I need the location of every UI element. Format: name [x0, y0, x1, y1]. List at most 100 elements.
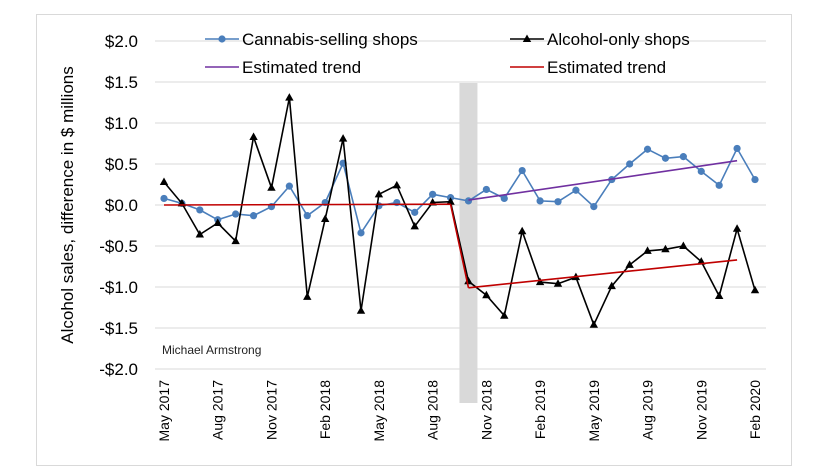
- data-point: [536, 197, 544, 205]
- x-tick-label: Nov 2018: [478, 380, 494, 440]
- data-point: [714, 291, 724, 300]
- legend: Cannabis-selling shops Alcohol-only shops…: [205, 30, 690, 77]
- series-3: [468, 159, 738, 201]
- data-point: [429, 190, 437, 198]
- data-point: [715, 181, 723, 189]
- data-point: [464, 276, 473, 285]
- data-point: [679, 241, 688, 249]
- x-tick-label: Nov 2017: [263, 380, 279, 440]
- y-tick-label: $0.5: [105, 155, 138, 174]
- data-point: [232, 210, 240, 218]
- data-point: [374, 189, 384, 198]
- trend-segment: [468, 159, 738, 201]
- data-point: [482, 290, 491, 299]
- series-4: [163, 203, 738, 289]
- legend-marker: [522, 34, 532, 42]
- data-point: [267, 183, 276, 191]
- x-tick-label: Feb 2018: [317, 380, 333, 439]
- series-line: [163, 97, 756, 327]
- series-line: [163, 146, 756, 235]
- data-point: [159, 177, 169, 186]
- x-tick-label: May 2019: [586, 380, 602, 442]
- data-point: [732, 224, 742, 232]
- y-tick-label: $1.0: [105, 114, 138, 133]
- chart-frame: [36, 14, 792, 466]
- data-point: [392, 180, 402, 189]
- data-point: [697, 167, 705, 175]
- data-point: [500, 194, 508, 203]
- y-tick-labels: $2.0 $1.5 $1.0 $0.5 $0.0 -$0.5 -$1.0 -$1.5 -$2.0: [99, 32, 138, 379]
- x-tick-label: Feb 2020: [747, 380, 763, 439]
- legend-item-3: Estimated trend: [205, 58, 361, 77]
- data-point: [410, 221, 419, 230]
- data-point: [626, 160, 634, 168]
- y-tick-label: -$1.0: [99, 278, 138, 297]
- data-point: [733, 144, 741, 153]
- data-point: [750, 285, 760, 294]
- credit-annotation: Michael Armstrong: [162, 343, 261, 357]
- data-point: [320, 214, 330, 222]
- y-tick-label: $1.5: [105, 73, 138, 92]
- legend-label: Estimated trend: [242, 58, 361, 77]
- data-point: [285, 93, 294, 101]
- x-tick-labels: May 2017 Aug 2017 Nov 2017 Feb 2018 May 2018…: [156, 380, 763, 442]
- data-point: [356, 306, 366, 314]
- legend-label: Cannabis-selling shops: [242, 30, 418, 49]
- series-2: [159, 93, 760, 328]
- x-tick-label: Feb 2019: [532, 380, 548, 439]
- y-tick-label: -$1.5: [99, 319, 138, 338]
- data-point: [303, 292, 312, 300]
- x-tick-label: Nov 2019: [693, 380, 709, 440]
- data-point: [607, 281, 616, 290]
- data-point: [572, 186, 580, 194]
- data-point: [249, 132, 258, 140]
- data-point: [446, 197, 455, 205]
- data-point: [518, 166, 526, 175]
- data-point: [160, 194, 168, 203]
- data-point: [249, 212, 258, 220]
- legend-label: Alcohol-only shops: [547, 30, 690, 49]
- x-tick-label: May 2017: [156, 380, 172, 442]
- data-point: [643, 246, 652, 254]
- y-tick-label: $2.0: [105, 32, 138, 51]
- y-tick-label: -$2.0: [99, 360, 138, 379]
- data-point: [231, 236, 240, 245]
- series-layer: [159, 93, 760, 328]
- data-point: [285, 182, 293, 190]
- y-tick-label: $0.0: [105, 196, 138, 215]
- data-point: [500, 311, 509, 319]
- legend-label: Estimated trend: [547, 58, 666, 77]
- data-point: [590, 203, 598, 211]
- y-axis-title: Alcohol sales, difference in $ millions: [58, 66, 77, 344]
- shaded-period-layer: [459, 83, 478, 403]
- x-tick-label: Aug 2018: [425, 380, 441, 440]
- y-tick-label: -$0.5: [99, 237, 138, 256]
- data-point: [535, 277, 545, 286]
- trend-segment: [449, 204, 470, 288]
- data-point: [554, 198, 562, 206]
- data-point: [751, 175, 759, 184]
- data-point: [553, 279, 563, 287]
- data-point: [661, 154, 670, 162]
- data-point: [517, 226, 527, 235]
- data-point: [625, 260, 634, 268]
- x-tick-label: Aug 2017: [210, 380, 226, 440]
- data-point: [338, 134, 348, 142]
- data-point: [589, 320, 599, 328]
- legend-marker: [218, 35, 226, 43]
- data-point: [213, 218, 222, 227]
- data-point: [679, 153, 687, 161]
- shaded-period-band: [459, 83, 478, 403]
- x-tick-label: May 2018: [371, 380, 387, 442]
- trend-segment: [468, 259, 738, 289]
- legend-item-1: Cannabis-selling shops: [205, 30, 418, 49]
- x-tick-label: Aug 2019: [640, 380, 656, 440]
- legend-item-4: Estimated trend: [510, 58, 666, 77]
- data-point: [303, 212, 311, 220]
- data-point: [196, 206, 204, 214]
- data-point: [195, 230, 205, 238]
- data-point: [482, 185, 490, 194]
- data-point: [464, 197, 473, 205]
- data-point: [411, 208, 419, 216]
